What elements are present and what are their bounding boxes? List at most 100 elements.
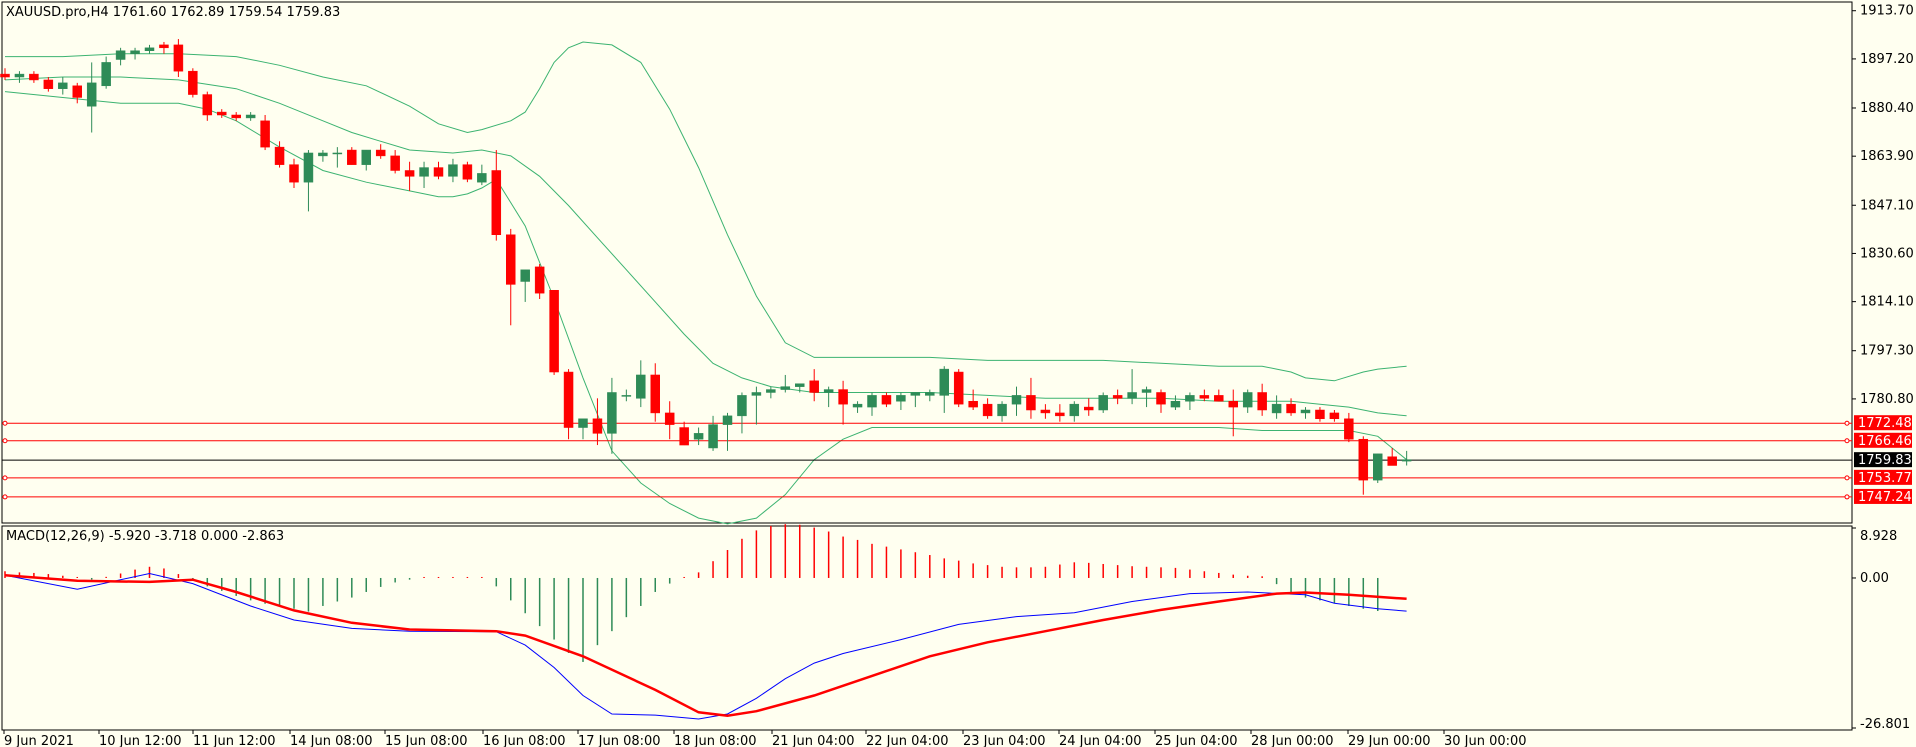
price-axis-label: 1780.80 [1860,392,1914,407]
level-price-label: 1772.48 [1858,416,1912,431]
price-axis-label: 1897.20 [1860,52,1914,67]
candle-body [130,50,140,54]
level-line-handle [2,438,8,444]
candle-body [737,395,747,417]
candle-body [953,371,964,405]
candle-body [1329,412,1340,420]
candle-body [303,152,314,183]
candle-body [1170,400,1181,408]
candle-body [925,392,935,396]
candle-body [578,418,588,428]
candle-body [419,167,429,177]
candle-body [1257,392,1267,411]
candle-body [1242,392,1253,408]
main-chart-panel[interactable] [1,1,1853,524]
candle-body [1344,418,1354,440]
time-axis-label: 21 Jun 04:00 [772,734,855,747]
candle-body [563,371,574,428]
price-axis-label: 1847.10 [1860,198,1914,213]
candle-body [332,152,343,155]
level-price-label: 1766.46 [1858,434,1912,449]
candle-body [1011,395,1022,405]
candle-body [1084,406,1094,411]
candle-body [231,114,241,119]
candle-body [1401,459,1412,462]
price-axis-label: 1814.10 [1860,295,1914,310]
candle-body [260,120,270,148]
price-axis-label: 1913.70 [1860,4,1914,19]
candle-body [1387,456,1397,466]
candle-body [347,149,357,165]
candle-body [809,380,819,393]
candle-body [1228,400,1238,408]
candle-body [72,85,82,98]
price-axis-label: 1880.40 [1860,101,1914,116]
time-axis-label: 11 Jun 12:00 [193,734,276,747]
time-axis-label: 15 Jun 08:00 [385,734,468,747]
candle-body [1358,438,1369,481]
candle-body [43,79,54,89]
level-price-label: 1747.24 [1858,490,1912,505]
level-line-handle [1844,438,1850,444]
bollinger-bands [4,41,1407,525]
candle-body [477,173,487,183]
time-axis-label: 23 Jun 04:00 [963,734,1046,747]
candle-body [217,111,227,116]
candle-body [534,266,545,294]
candle-body [159,44,169,49]
candle-body [664,412,675,425]
candle-body [852,403,863,408]
level-price-label: 1753.77 [1858,471,1912,486]
macd-axis-label: 0.00 [1860,571,1889,586]
time-axis: 9 Jun 2021 10 Jun 12:00 11 Jun 12:00 14 Jun… [3,730,1527,747]
candle-body [823,389,834,393]
current-price-label: 1759.83 [1858,453,1912,468]
candle-body [1199,395,1210,399]
candle-body [404,170,415,177]
candle-body [1098,395,1108,411]
candle-body [751,392,762,396]
candle-body [14,73,25,78]
level-line-handle [1844,494,1850,500]
candle-body [58,82,68,89]
candle-body [621,395,632,397]
candle-body [1026,395,1036,411]
time-axis-label: 30 Jun 00:00 [1444,734,1527,747]
candle-body [289,164,299,183]
price-labels: 1772.48 1766.46 1753.77 1747.24 1759.83 [1854,415,1912,505]
candle-body [1112,395,1123,399]
candle-body [1214,395,1224,402]
signal-line [4,573,1407,717]
candle-body [910,392,921,396]
candle-body [462,164,473,180]
candle-body [1300,409,1311,414]
candle-body [708,424,718,449]
candle-body [101,62,111,87]
candle-body [390,155,400,171]
candle-body [491,170,502,236]
level-line-handle [2,475,8,481]
candle-body [650,374,660,414]
current-price-tag [1854,452,1912,468]
price-axis: 1913.70 1897.20 1880.40 1863.90 1847.10 1830.… [1852,4,1914,732]
candle-body [29,73,39,81]
candle-body [506,234,516,285]
macd-panel[interactable] [1,525,1853,731]
candle-body [867,395,877,408]
candlesticks [0,39,1412,495]
macd-axis-label: 8.928 [1860,529,1897,544]
candle-body [1127,392,1137,399]
candle-body [838,389,848,405]
time-axis-label: 28 Jun 00:00 [1251,734,1334,747]
horizontal-levels[interactable] [2,420,1852,500]
candle-body [881,395,892,405]
candle-body [375,149,386,157]
candle-body [1141,389,1152,393]
candle-body [245,114,256,119]
candle-body [780,386,791,390]
time-axis-label: 29 Jun 00:00 [1348,734,1431,747]
chart-title: XAUUSD.pro,H4 1761.60 1762.89 1759.54 17… [6,5,340,20]
candle-body [188,70,198,95]
candle-body [549,289,559,373]
